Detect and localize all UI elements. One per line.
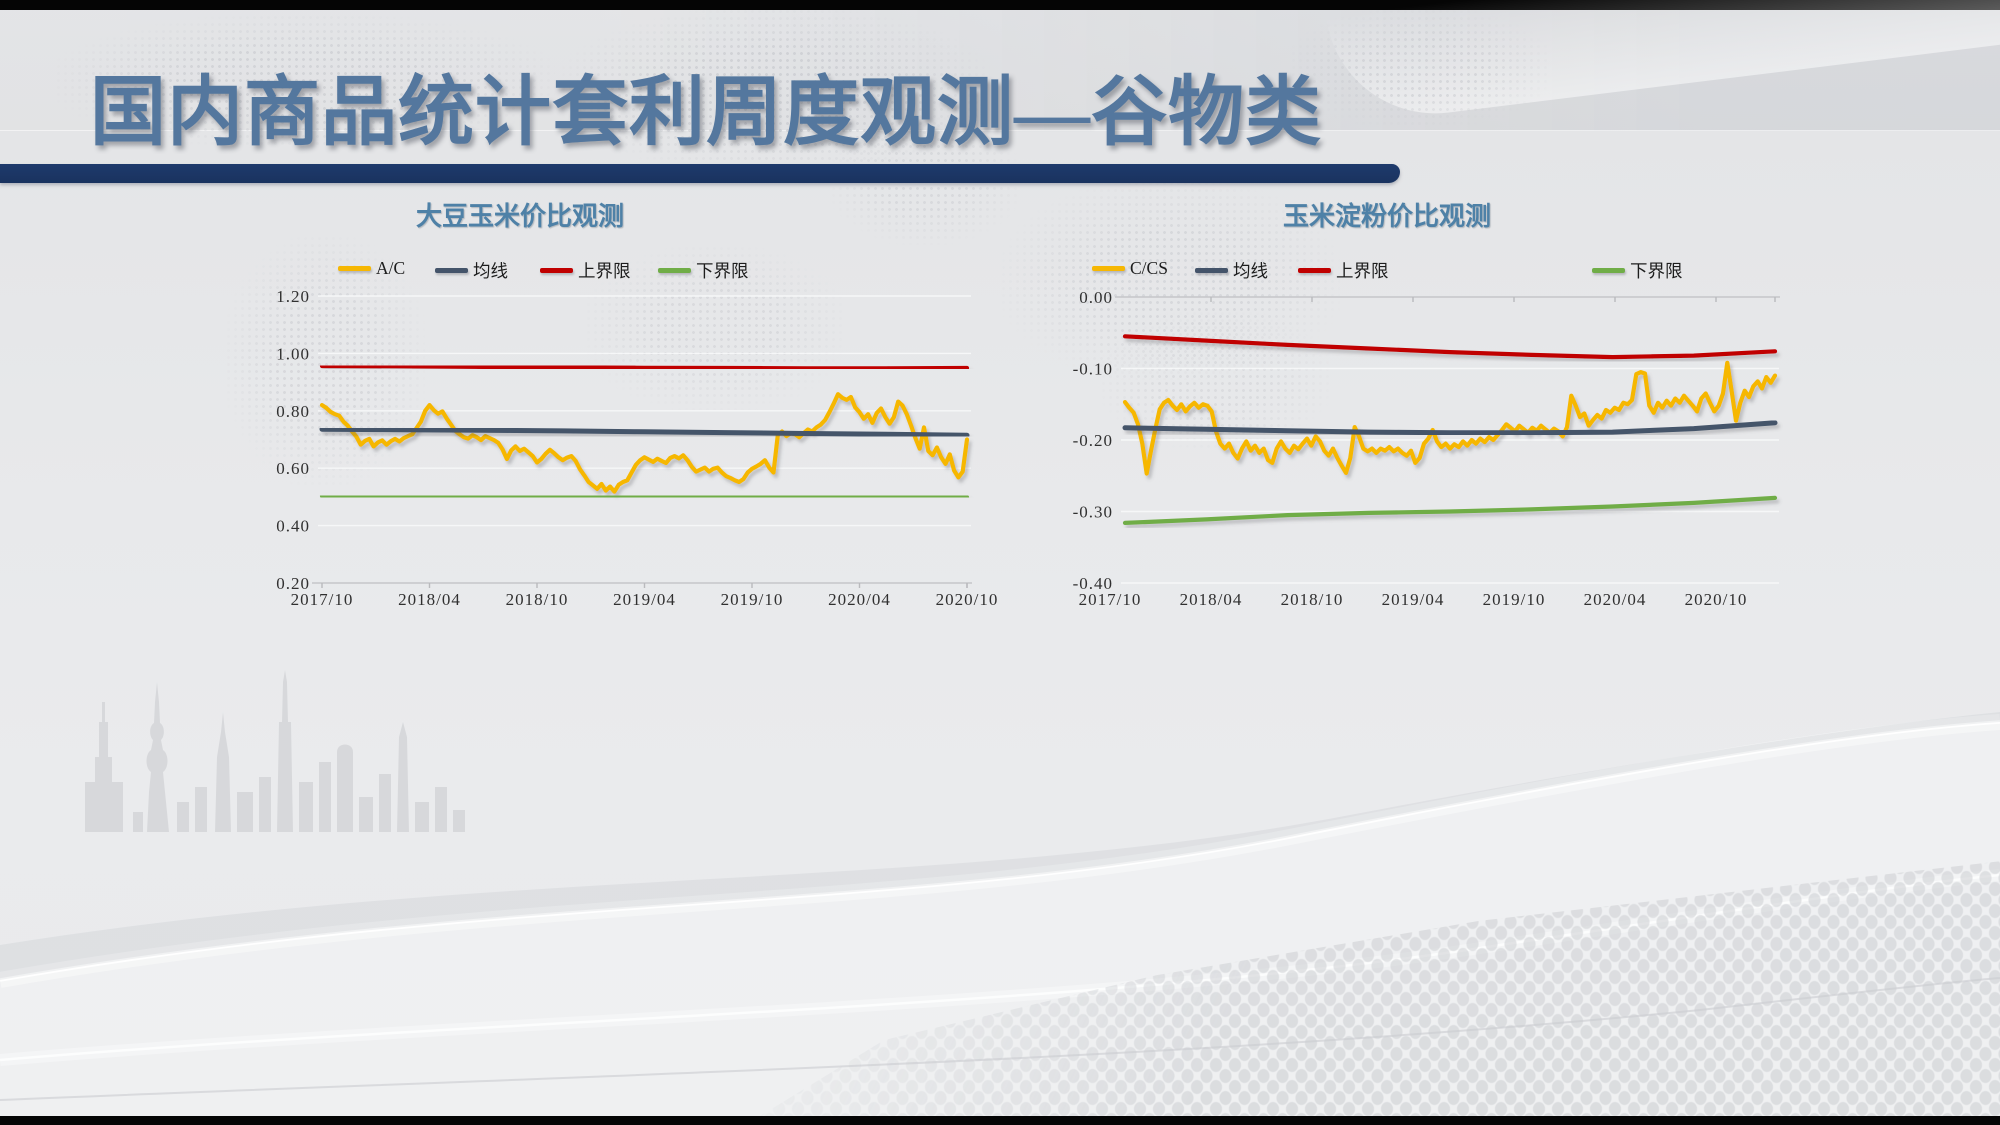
series-line-均线 <box>319 426 970 438</box>
legend-label: C/CS <box>1130 258 1168 278</box>
series-line-均线 <box>1122 420 1778 436</box>
legend-swatch-icon <box>540 268 573 273</box>
x-axis-label: 2020/04 <box>828 590 891 609</box>
y-axis-label: 0.40 <box>276 517 310 536</box>
y-axis-label: 1.20 <box>276 287 310 306</box>
y-axis-label: 0.20 <box>276 574 310 593</box>
x-axis-label: 2020/10 <box>1685 590 1748 609</box>
x-axis-label: 2019/10 <box>721 590 784 609</box>
x-axis-label: 2019/04 <box>613 590 676 609</box>
legend-label: 均线 <box>473 261 508 281</box>
legend-label: A/C <box>376 258 406 278</box>
title-underline-band <box>0 164 1400 183</box>
world-dots-pattern <box>55 14 555 149</box>
x-axis-label: 2019/10 <box>1483 590 1546 609</box>
x-axis-label: 2020/10 <box>936 590 999 609</box>
x-axis-label: 2018/04 <box>398 590 461 609</box>
legend-item: 均线 <box>1195 258 1268 283</box>
legend-label: 上界限 <box>1336 261 1389 281</box>
y-axis-label: 0.00 <box>1079 288 1113 307</box>
legend-swatch-icon <box>435 268 468 273</box>
series-line-上界限 <box>1122 334 1778 360</box>
x-axis-label: 2018/10 <box>1281 590 1344 609</box>
legend-label: 上界限 <box>578 261 631 281</box>
world-dots-pattern <box>1290 8 1550 128</box>
x-axis-label: 2020/04 <box>1584 590 1647 609</box>
legend-swatch-icon <box>1092 266 1125 271</box>
legend-item: C/CS <box>1092 258 1168 279</box>
y-axis-label: -0.20 <box>1073 431 1113 450</box>
y-axis-label: -0.10 <box>1073 360 1113 379</box>
skyline-silhouette <box>85 670 485 832</box>
legend-label: 均线 <box>1233 261 1268 281</box>
bottom-bar <box>0 1116 2000 1125</box>
legend-item: 均线 <box>435 258 508 283</box>
x-axis-label: 2017/10 <box>291 590 354 609</box>
y-axis-label: 0.80 <box>276 402 310 421</box>
series-line-上界限 <box>319 363 970 371</box>
y-axis-label: 0.60 <box>276 459 310 478</box>
top-bar <box>0 0 2000 10</box>
world-dots-pattern <box>560 8 990 173</box>
series-line-下界限 <box>319 493 970 500</box>
slide-title: 国内商品统计套利周度观测—谷物类 <box>90 71 1322 155</box>
x-axis-label: 2018/04 <box>1180 590 1243 609</box>
legend-item: 下界限 <box>658 258 749 283</box>
world-dots-pattern <box>585 245 845 410</box>
legend-label: 下界限 <box>1630 261 1683 281</box>
series-line-下界限 <box>1122 495 1778 525</box>
x-axis-label: 2018/10 <box>506 590 569 609</box>
legend-item: 上界限 <box>1298 258 1389 283</box>
legend-label: 下界限 <box>696 261 749 281</box>
right-chart-title: 玉米淀粉价比观测 <box>1282 202 1491 231</box>
series-line-C/CS <box>1122 360 1778 476</box>
legend-item: 下界限 <box>1592 258 1683 283</box>
x-axis-label: 2019/04 <box>1382 590 1445 609</box>
legend-item: 上界限 <box>540 258 631 283</box>
x-axis-label: 2017/10 <box>1079 590 1142 609</box>
y-axis-label: 1.00 <box>276 344 310 363</box>
y-axis-label: -0.40 <box>1073 574 1113 593</box>
y-axis-label: -0.30 <box>1073 503 1113 522</box>
legend-swatch-icon <box>1195 268 1228 273</box>
legend-swatch-icon <box>658 268 691 273</box>
legend-item: A/C <box>338 258 405 279</box>
world-dots-pattern <box>225 235 425 485</box>
legend-swatch-icon <box>338 266 371 271</box>
series-line-A/C <box>319 392 970 494</box>
legend-swatch-icon <box>1592 268 1625 273</box>
legend-swatch-icon <box>1298 268 1331 273</box>
left-chart-title: 大豆玉米价比观测 <box>415 202 624 231</box>
